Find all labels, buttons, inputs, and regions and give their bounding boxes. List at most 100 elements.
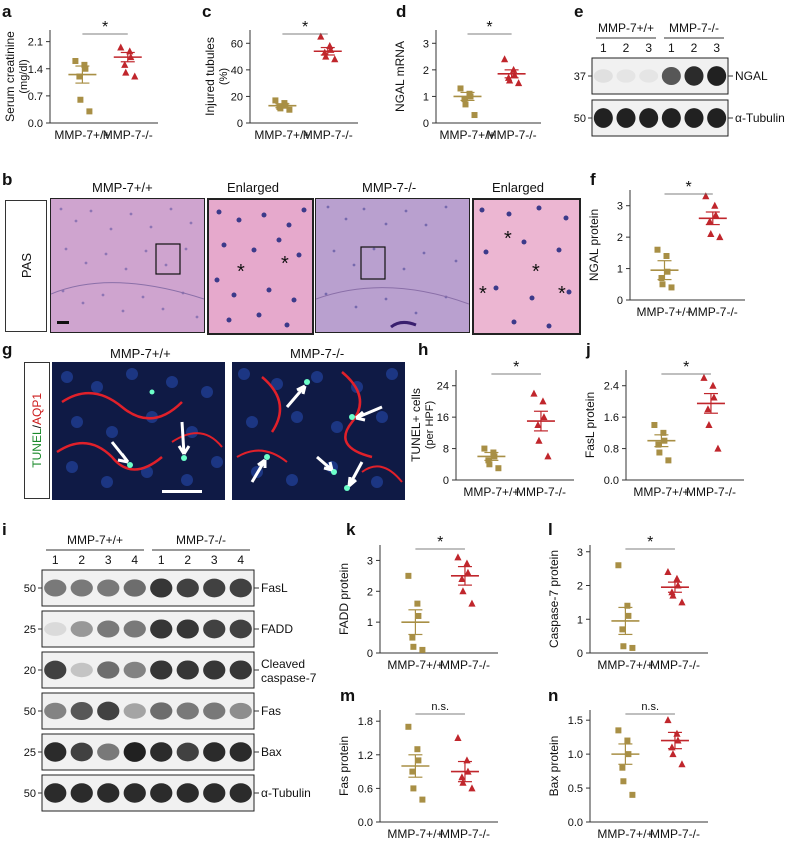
- significance-label: *: [683, 359, 689, 376]
- data-point-ko: [468, 784, 476, 792]
- data-point-ko: [669, 591, 677, 599]
- micro-b-title-enlarged-2: Enlarged: [492, 180, 545, 195]
- data-point-wt: [409, 634, 416, 641]
- blot-band: [150, 742, 173, 762]
- data-point-wt: [81, 61, 88, 68]
- data-point-wt: [76, 73, 83, 80]
- data-point-wt: [405, 723, 412, 730]
- lane-number: 1: [668, 41, 675, 55]
- blot-band: [639, 69, 659, 83]
- data-point-ko: [458, 574, 466, 582]
- panel-letter-l: l: [548, 520, 553, 539]
- data-point-ko: [678, 598, 686, 606]
- y-axis-label-unit: (mg/dl): [18, 59, 30, 93]
- panel-letter-a: a: [2, 2, 12, 21]
- y-tick-label: 0: [423, 118, 429, 130]
- data-point-ko: [712, 211, 720, 219]
- blot-band: [616, 108, 636, 128]
- blot-band: [176, 578, 199, 598]
- data-point-ko: [539, 397, 547, 405]
- y-tick-label: 0.7: [28, 91, 43, 103]
- y-tick-label: 1.0: [568, 749, 583, 761]
- data-point-wt: [619, 626, 626, 633]
- blot-band: [123, 742, 146, 762]
- mw-marker: 50: [24, 706, 36, 718]
- y-tick-label: 1.2: [358, 750, 373, 762]
- panel-letter-j: j: [586, 340, 591, 359]
- data-point-ko: [458, 773, 466, 781]
- y-axis-label: Caspase-7 protein: [547, 550, 561, 648]
- blot-band: [229, 783, 252, 803]
- significance-label: *: [513, 359, 519, 376]
- panel-letter-b: b: [2, 170, 13, 189]
- data-point-ko: [122, 68, 130, 76]
- x-category-label: MMP-7-/-: [487, 128, 537, 142]
- data-point-wt: [664, 268, 671, 275]
- panel-letter-e: e: [574, 2, 584, 21]
- data-point-ko: [707, 230, 715, 237]
- data-point-wt: [286, 106, 293, 113]
- y-tick-label: 1: [577, 614, 583, 626]
- y-tick-label: 2: [423, 65, 429, 77]
- blot-band: [70, 662, 93, 678]
- data-point-ko: [714, 444, 722, 452]
- panel-letter-k: k: [346, 520, 356, 539]
- blot-band: [616, 69, 636, 83]
- data-point-wt: [665, 457, 672, 464]
- blot-band: [593, 108, 613, 128]
- y-tick-label: 0: [577, 648, 583, 660]
- data-point-wt: [410, 785, 417, 792]
- y-tick-label: 2.4: [604, 381, 619, 393]
- asterisk-3: *: [504, 228, 512, 250]
- y-tick-label: 2: [577, 581, 583, 593]
- panel-letter-m: m: [340, 686, 356, 705]
- data-point-ko: [459, 778, 467, 786]
- blot-band: [123, 661, 146, 679]
- y-axis-label: FasL protein: [583, 392, 597, 458]
- data-point-wt: [620, 643, 627, 650]
- blot-group-label: MMP-7+/+: [67, 533, 123, 547]
- blot-band: [44, 622, 67, 636]
- y-tick-label: 1: [367, 617, 373, 629]
- x-category-label: MMP-7+/+: [633, 485, 689, 499]
- blot-band: [97, 579, 120, 597]
- y-tick-label: 1.6: [604, 412, 619, 424]
- y-tick-label: 8: [443, 444, 449, 456]
- lane-number: 1: [158, 553, 165, 567]
- mw-marker: 25: [24, 747, 36, 759]
- data-point-wt: [457, 85, 464, 92]
- data-point-ko: [454, 553, 462, 561]
- protein-label: Fas: [261, 704, 281, 718]
- blot-band: [44, 579, 67, 597]
- blot-band: [44, 742, 67, 762]
- chart-m: 0.0 0.6 1.2 1.8 Fas protein MMP-7+/+MMP-7-/- n…: [337, 701, 498, 841]
- y-tick-label: 24: [437, 381, 449, 393]
- y-tick-label: 0.8: [604, 444, 619, 456]
- lane-number: 3: [645, 41, 652, 55]
- data-point-ko: [511, 71, 519, 79]
- lane-number: 2: [623, 41, 630, 55]
- data-point-ko: [709, 381, 717, 389]
- significance-label: *: [686, 179, 692, 196]
- y-axis-label-unit: (%): [218, 68, 230, 85]
- chart-j: 0.0 0.8 1.6 2.4 FasL protein MMP-7+/+MMP-7-/-…: [583, 359, 744, 499]
- y-tick-label: 0.0: [568, 817, 583, 829]
- tunel-image-ko: [232, 362, 405, 500]
- data-point-wt: [629, 791, 636, 798]
- x-category-label: MMP-7-/-: [440, 827, 490, 841]
- data-point-ko: [704, 405, 712, 413]
- lane-number: 2: [78, 553, 85, 567]
- asterisk-5: *: [479, 283, 487, 305]
- data-point-wt: [659, 281, 666, 288]
- y-tick-label: 20: [231, 91, 243, 103]
- blot-band: [229, 742, 252, 762]
- protein-label: NGAL: [735, 69, 768, 83]
- blot-band: [97, 661, 120, 679]
- blot-band: [97, 783, 120, 803]
- x-category-label: MMP-7-/-: [103, 128, 153, 142]
- data-point-ko: [317, 32, 325, 40]
- data-point-ko: [534, 421, 542, 428]
- data-point-wt: [77, 96, 84, 103]
- y-axis-label: Bax protein: [547, 736, 561, 797]
- y-tick-label: 40: [231, 65, 243, 77]
